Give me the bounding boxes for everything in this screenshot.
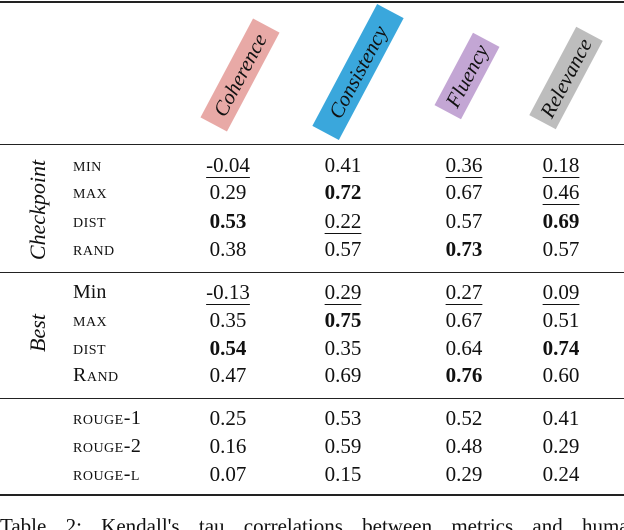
value-cell: 0.57	[542, 237, 580, 261]
value-cell: 0.09	[542, 280, 580, 304]
value-cell: 0.41	[542, 406, 580, 430]
value-cell: 0.51	[542, 308, 580, 332]
value-cell: 0.72	[324, 180, 362, 204]
value-cell: 0.75	[324, 308, 362, 332]
value-cell: 0.57	[324, 237, 362, 261]
value-cell: 0.76	[445, 363, 483, 387]
mid-rule	[0, 144, 624, 145]
value-cell: 0.22	[324, 209, 362, 233]
value-cell: 0.36	[445, 153, 483, 177]
bottom-rule	[0, 494, 624, 496]
value-cell: 0.67	[445, 308, 483, 332]
value-cell: 0.29	[445, 462, 483, 486]
value-cell: 0.25	[209, 406, 247, 430]
value-cell: 0.60	[542, 363, 580, 387]
value-cell: 0.69	[542, 209, 580, 233]
row-label: Rand	[73, 364, 119, 386]
value-cell: 0.67	[445, 180, 483, 204]
value-cell: 0.74	[542, 336, 580, 360]
value-cell: 0.59	[324, 434, 362, 458]
value-cell: 0.57	[445, 209, 483, 233]
value-cell: 0.24	[542, 462, 580, 486]
value-cell: 0.54	[209, 336, 247, 360]
row-label: rand	[73, 238, 115, 260]
group-label: Best	[25, 314, 50, 352]
value-cell: 0.69	[324, 363, 362, 387]
row-label: dist	[73, 337, 107, 359]
row-label: dist	[73, 210, 107, 232]
value-cell: 0.48	[445, 434, 483, 458]
column-header: Relevance	[529, 26, 603, 130]
value-cell: 0.73	[445, 237, 483, 261]
value-cell: 0.38	[209, 237, 247, 261]
row-label: rouge-1	[73, 407, 142, 429]
row-label: rouge-2	[73, 435, 142, 457]
column-header: Fluency	[434, 32, 500, 120]
column-header: Consistency	[312, 4, 404, 140]
value-cell: 0.29	[542, 434, 580, 458]
value-cell: -0.13	[206, 280, 250, 304]
row-label: max	[73, 309, 108, 331]
mid-rule	[0, 398, 624, 399]
group-label: Checkpoint	[25, 159, 50, 261]
column-header: Coherence	[200, 18, 280, 132]
row-label: min	[73, 154, 102, 176]
value-cell: 0.52	[445, 406, 483, 430]
value-cell: 0.41	[324, 153, 362, 177]
value-cell: 0.46	[542, 180, 580, 204]
value-cell: 0.15	[324, 462, 362, 486]
value-cell: 0.07	[209, 462, 247, 486]
value-cell: 0.35	[324, 336, 362, 360]
caption: Table 2: Kendall's tau correlations betw…	[0, 514, 624, 530]
value-cell: 0.53	[324, 406, 362, 430]
value-cell: 0.18	[542, 153, 580, 177]
value-cell: 0.53	[209, 209, 247, 233]
row-label: Min	[73, 281, 107, 303]
value-cell: 0.64	[445, 336, 483, 360]
value-cell: -0.04	[206, 153, 250, 177]
value-cell: 0.47	[209, 363, 247, 387]
top-rule	[0, 1, 624, 3]
value-cell: 0.29	[324, 280, 362, 304]
row-label: rouge-l	[73, 463, 140, 485]
value-cell: 0.16	[209, 434, 247, 458]
row-label: max	[73, 181, 108, 203]
value-cell: 0.27	[445, 280, 483, 304]
value-cell: 0.35	[209, 308, 247, 332]
mid-rule	[0, 272, 624, 273]
value-cell: 0.29	[209, 180, 247, 204]
